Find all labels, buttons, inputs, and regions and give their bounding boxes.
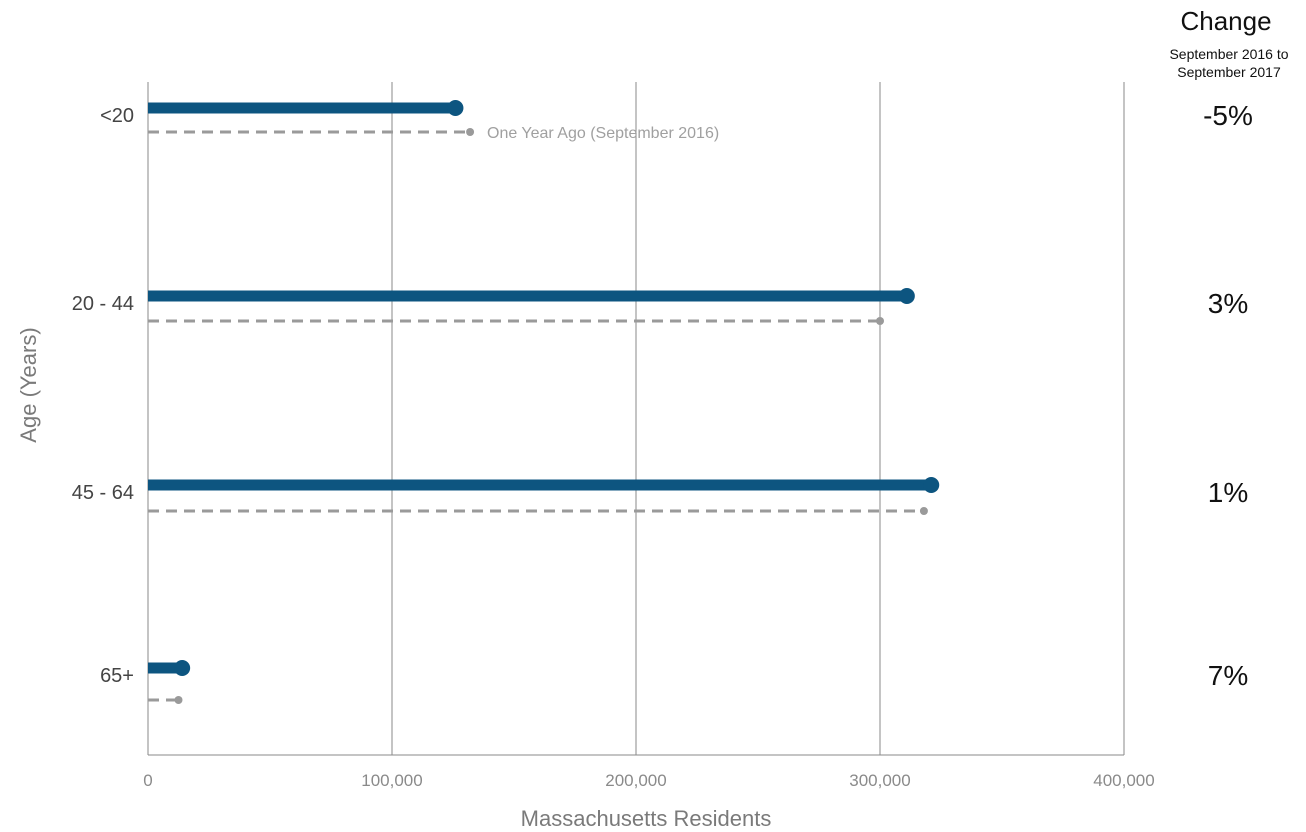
x-tick-label-4: 400,000 xyxy=(1093,771,1154,790)
change-values: -5% 3% 1% 7% xyxy=(1203,100,1253,691)
bar-current-end-1 xyxy=(898,288,915,304)
bar-previous-end-1 xyxy=(876,317,884,325)
x-tick-labels: 0 100,000 200,000 300,000 400,000 xyxy=(143,771,1154,790)
y-axis-label: Age (Years) xyxy=(16,327,41,442)
change-value-1: 3% xyxy=(1208,288,1248,319)
bar-current-end-0 xyxy=(447,100,464,116)
bar-previous-end-2 xyxy=(919,507,928,515)
change-subtitle-line1: September 2016 to xyxy=(1169,46,1288,62)
change-value-2: 1% xyxy=(1208,477,1248,508)
change-value-0: -5% xyxy=(1203,100,1253,131)
y-category-label-0: <20 xyxy=(100,105,134,127)
y-category-label-3: 65+ xyxy=(100,665,134,687)
bar-current-end-3 xyxy=(174,660,191,676)
y-category-labels: <20 20 - 44 45 - 64 65+ xyxy=(72,105,134,687)
x-tick-label-2: 200,000 xyxy=(605,771,666,790)
change-subtitle-line2: September 2017 xyxy=(1177,64,1281,80)
bar-previous-end-0 xyxy=(466,128,475,136)
x-tick-label-1: 100,000 xyxy=(361,771,422,790)
bar-previous-end-3 xyxy=(174,696,183,704)
gridlines xyxy=(147,82,1125,756)
bar-current-end-2 xyxy=(923,477,940,493)
y-category-label-1: 20 - 44 xyxy=(72,293,134,315)
change-value-3: 7% xyxy=(1208,660,1248,691)
bars xyxy=(148,100,940,704)
change-header: Change xyxy=(1180,6,1271,36)
x-tick-label-3: 300,000 xyxy=(849,771,910,790)
x-tick-label-0: 0 xyxy=(143,771,152,790)
y-category-label-2: 45 - 64 xyxy=(72,482,134,504)
one-year-ago-annotation: One Year Ago (September 2016) xyxy=(487,125,719,142)
x-axis-label: Massachusetts Residents xyxy=(521,806,772,831)
